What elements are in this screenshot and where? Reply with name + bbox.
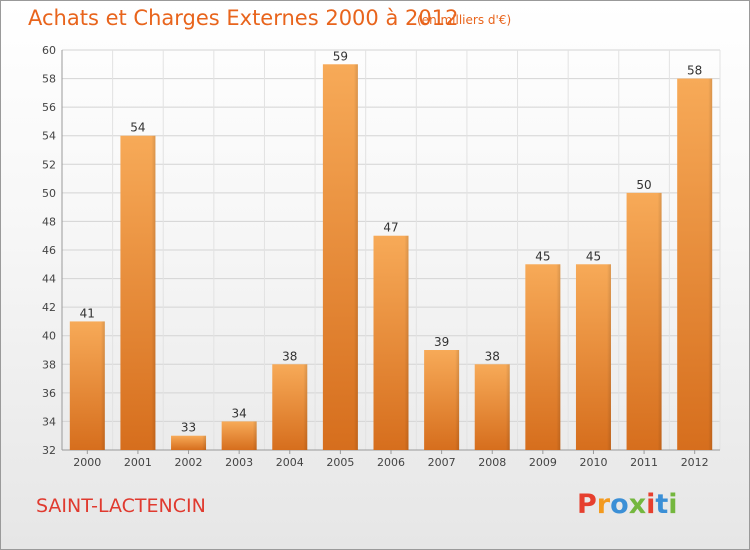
x-tick-label: 2004 — [276, 456, 304, 469]
y-tick-label: 60 — [42, 44, 56, 57]
data-label: 54 — [130, 121, 145, 135]
data-label: 39 — [434, 335, 449, 349]
data-label: 38 — [485, 349, 500, 363]
bar — [373, 235, 409, 450]
bar — [69, 321, 105, 450]
proxiti-logo: Proxiti — [577, 489, 678, 520]
bar-shade — [657, 192, 662, 450]
data-label: 34 — [232, 406, 247, 420]
chart-title: Achats et Charges Externes 2000 à 2012 — [28, 6, 459, 30]
y-tick-label: 58 — [42, 73, 56, 86]
bar — [272, 364, 308, 450]
y-tick-label: 32 — [42, 444, 56, 457]
bar — [575, 264, 611, 450]
data-label: 50 — [636, 178, 651, 192]
bar-shade — [708, 78, 713, 451]
bar-shade — [556, 264, 561, 450]
x-tick-label: 2009 — [529, 456, 557, 469]
bar — [525, 264, 561, 450]
bar — [322, 64, 358, 451]
x-tick-label: 2000 — [73, 456, 101, 469]
x-tick-label: 2003 — [225, 456, 253, 469]
y-tick-label: 36 — [42, 387, 56, 400]
y-tick-label: 54 — [42, 130, 56, 143]
bar-shade — [404, 235, 409, 450]
y-tick-label: 34 — [42, 415, 56, 428]
x-tick-label: 2012 — [681, 456, 709, 469]
bar — [171, 435, 207, 450]
x-tick-label: 2005 — [326, 456, 354, 469]
x-tick-label: 2007 — [428, 456, 456, 469]
data-label: 45 — [586, 249, 601, 263]
x-tick-label: 2008 — [478, 456, 506, 469]
bar — [474, 364, 510, 450]
y-tick-label: 50 — [42, 187, 56, 200]
bar — [424, 350, 460, 450]
bar-shade — [100, 321, 105, 450]
chart-subtitle: (en milliers d'€) — [417, 13, 512, 27]
data-label: 59 — [333, 49, 348, 63]
bar — [626, 192, 662, 450]
bar-layer — [69, 64, 713, 451]
x-tick-label: 2001 — [124, 456, 152, 469]
y-tick-label: 44 — [42, 273, 56, 286]
bar — [120, 135, 156, 450]
bar-shade — [505, 364, 510, 450]
y-tick-label: 42 — [42, 301, 56, 314]
label-layer: 32 34 36 38 40 42 44 46 48 50 52 54 56 58 60 41 2000 54 20… — [42, 44, 709, 469]
data-label: 38 — [282, 349, 297, 363]
x-tick-label: 2002 — [175, 456, 203, 469]
data-label: 45 — [535, 249, 550, 263]
y-tick-label: 46 — [42, 244, 56, 257]
data-label: 47 — [383, 221, 398, 235]
x-tick-label: 2010 — [579, 456, 607, 469]
data-label: 41 — [80, 306, 95, 320]
x-tick-label: 2011 — [630, 456, 658, 469]
bar-shade — [606, 264, 611, 450]
bar-shade — [151, 135, 156, 450]
commune-name: SAINT-LACTENCIN — [36, 495, 206, 517]
y-tick-label: 38 — [42, 358, 56, 371]
bar — [221, 421, 257, 450]
bar-shade — [202, 435, 207, 450]
y-tick-label: 56 — [42, 101, 56, 114]
bar-shade — [455, 350, 460, 450]
y-tick-label: 48 — [42, 215, 56, 228]
data-label: 33 — [181, 421, 196, 435]
y-tick-label: 40 — [42, 330, 56, 343]
bar-shade — [252, 421, 257, 450]
data-label: 58 — [687, 64, 702, 78]
bar-shade — [303, 364, 308, 450]
bar — [677, 78, 713, 451]
x-tick-label: 2006 — [377, 456, 405, 469]
bar-shade — [353, 64, 358, 451]
y-tick-label: 52 — [42, 158, 56, 171]
